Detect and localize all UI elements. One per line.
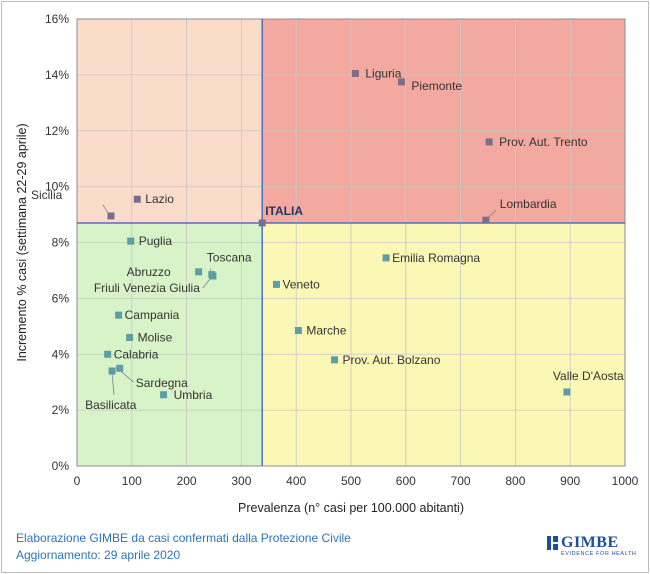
label-sicilia: Sicilia (31, 188, 63, 202)
point-campania (115, 311, 123, 319)
x-tick-label: 500 (341, 474, 361, 488)
label-piemonte: Piemonte (411, 79, 462, 93)
x-tick-label: 400 (286, 474, 306, 488)
y-tick-label: 8% (52, 236, 70, 250)
x-tick-label: 900 (560, 474, 580, 488)
point-abruzzo (195, 268, 203, 276)
x-tick-label: 300 (231, 474, 251, 488)
x-tick-label: 800 (505, 474, 525, 488)
label-marche: Marche (306, 324, 346, 338)
quadrant-top-left (77, 19, 263, 223)
label-veneto: Veneto (282, 277, 320, 291)
point-piemonte (397, 78, 405, 86)
point-italia (258, 219, 266, 227)
point-emilia-romagna (382, 254, 390, 262)
label-abruzzo: Abruzzo (127, 265, 171, 279)
leader-line-friuli-venezia-giulia (202, 278, 211, 289)
point-veneto (272, 280, 280, 288)
y-tick-label: 2% (52, 403, 70, 417)
x-tick-label: 1000 (612, 474, 639, 488)
point-sardegna (116, 364, 124, 372)
x-tick-label: 200 (177, 474, 197, 488)
gimbe-logo-tagline: EVIDENCE FOR HEALTH (561, 551, 637, 557)
x-tick-label: 700 (451, 474, 471, 488)
gimbe-logo-icon (547, 536, 558, 550)
point-marche (294, 327, 302, 335)
label-basilicata: Basilicata (85, 398, 137, 412)
label-umbria: Umbria (174, 388, 213, 402)
x-tick-label: 600 (396, 474, 416, 488)
x-tick-label: 100 (122, 474, 142, 488)
label-liguria: Liguria (365, 66, 401, 80)
label-italia: ITALIA (265, 204, 303, 218)
y-tick-label: 10% (45, 180, 69, 194)
point-puglia (127, 237, 135, 245)
label-puglia: Puglia (139, 234, 173, 248)
y-tick-label: 16% (45, 12, 69, 26)
label-molise: Molise (138, 330, 173, 344)
label-prov-aut-bolzano: Prov. Aut. Bolzano (343, 353, 441, 367)
gimbe-logo-name: GIMBE (561, 534, 619, 551)
x-axis-title: Prevalenza (n° casi per 100.000 abitanti… (238, 501, 464, 515)
point-prov-aut-bolzano (331, 356, 339, 364)
gimbe-logo: GIMBE EVIDENCE FOR HEALTH (547, 534, 636, 560)
y-tick-label: 12% (45, 124, 69, 138)
quadrant-top-right (262, 19, 625, 223)
quadrant-bottom-left (77, 222, 263, 466)
quadrant-bottom-right (262, 222, 625, 466)
y-tick-label: 4% (52, 347, 70, 361)
label-calabria: Calabria (114, 347, 159, 361)
plot-area-border (76, 18, 626, 467)
leader-line-sicilia (102, 204, 109, 214)
label-lombardia: Lombardia (500, 197, 557, 211)
point-lombardia (482, 216, 490, 224)
footer-update: Aggiornamento: 29 aprile 2020 (16, 548, 181, 562)
label-valle-d-aosta: Valle D'Aosta (553, 369, 624, 383)
point-sicilia (107, 212, 115, 220)
point-lazio (133, 195, 141, 203)
point-liguria (351, 69, 359, 77)
y-tick-label: 14% (45, 68, 69, 82)
label-friuli-venezia-giulia: Friuli Venezia Giulia (94, 281, 200, 295)
label-emilia-romagna: Emilia Romagna (392, 251, 480, 265)
label-prov-aut-trento: Prov. Aut. Trento (499, 135, 588, 149)
leader-line-basilicata (111, 373, 115, 396)
label-sardegna: Sardegna (136, 376, 188, 390)
y-tick-label: 6% (52, 291, 70, 305)
point-basilicata (108, 367, 116, 375)
y-tick-label: 0% (52, 459, 70, 473)
leader-line-sardegna (120, 370, 135, 383)
x-tick-label: 0 (74, 474, 81, 488)
point-friuli-venezia-giulia (209, 272, 217, 280)
point-calabria (104, 350, 112, 358)
footer-source: Elaborazione GIMBE da casi confermati da… (16, 531, 351, 545)
point-prov-aut-trento (485, 138, 493, 146)
label-lazio: Lazio (145, 192, 174, 206)
label-toscana: Toscana (207, 251, 252, 265)
y-axis-title: Incremento % casi (settimana 22-29 april… (15, 123, 29, 361)
point-valle-d-aosta (563, 388, 571, 396)
label-campania: Campania (125, 308, 180, 322)
point-molise (126, 333, 134, 341)
point-umbria (160, 391, 168, 399)
